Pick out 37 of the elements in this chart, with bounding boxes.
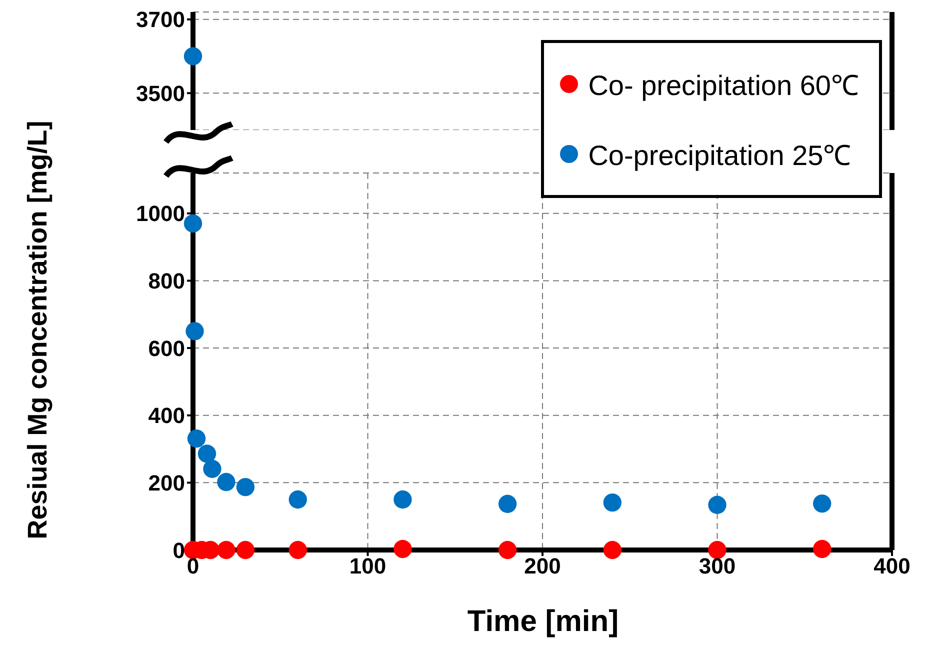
point — [288, 540, 307, 560]
point — [603, 493, 622, 512]
y-tick-label: 3700 — [136, 7, 185, 32]
point — [236, 540, 255, 560]
point — [217, 540, 236, 560]
x-axis-title: Time [min] — [467, 605, 619, 638]
x-tick-label: 200 — [524, 554, 561, 579]
x-tick-label: 300 — [698, 554, 736, 579]
point — [217, 472, 236, 492]
point — [708, 540, 726, 560]
y-tick-label: 0 — [172, 538, 185, 563]
legend-label: Co-precipitation 25℃ — [588, 139, 852, 173]
y-tick-label: 1000 — [136, 201, 185, 226]
x-tick-label: 100 — [349, 554, 386, 579]
y-tick-label: 400 — [148, 403, 185, 428]
y-axis-title: Resiual Mg concentration [mg/L] — [22, 120, 52, 540]
point — [813, 540, 832, 558]
y-tick-label: 3500 — [136, 80, 185, 106]
point — [498, 540, 517, 560]
point — [288, 490, 307, 509]
y-tick-label: 200 — [148, 470, 185, 496]
point — [184, 214, 202, 233]
point — [603, 540, 622, 560]
point — [813, 494, 832, 513]
point — [186, 322, 204, 340]
point — [394, 490, 412, 509]
point — [236, 478, 255, 496]
point — [394, 540, 412, 558]
y-tick-label: 800 — [148, 268, 185, 294]
legend-label: Co- precipitation 60℃ — [588, 69, 859, 103]
x-tick-label: 400 — [874, 554, 910, 579]
point — [187, 430, 206, 448]
point — [708, 496, 726, 514]
point — [203, 460, 222, 478]
y-tick-label: 600 — [148, 336, 185, 361]
point — [498, 494, 517, 513]
point — [198, 444, 216, 463]
